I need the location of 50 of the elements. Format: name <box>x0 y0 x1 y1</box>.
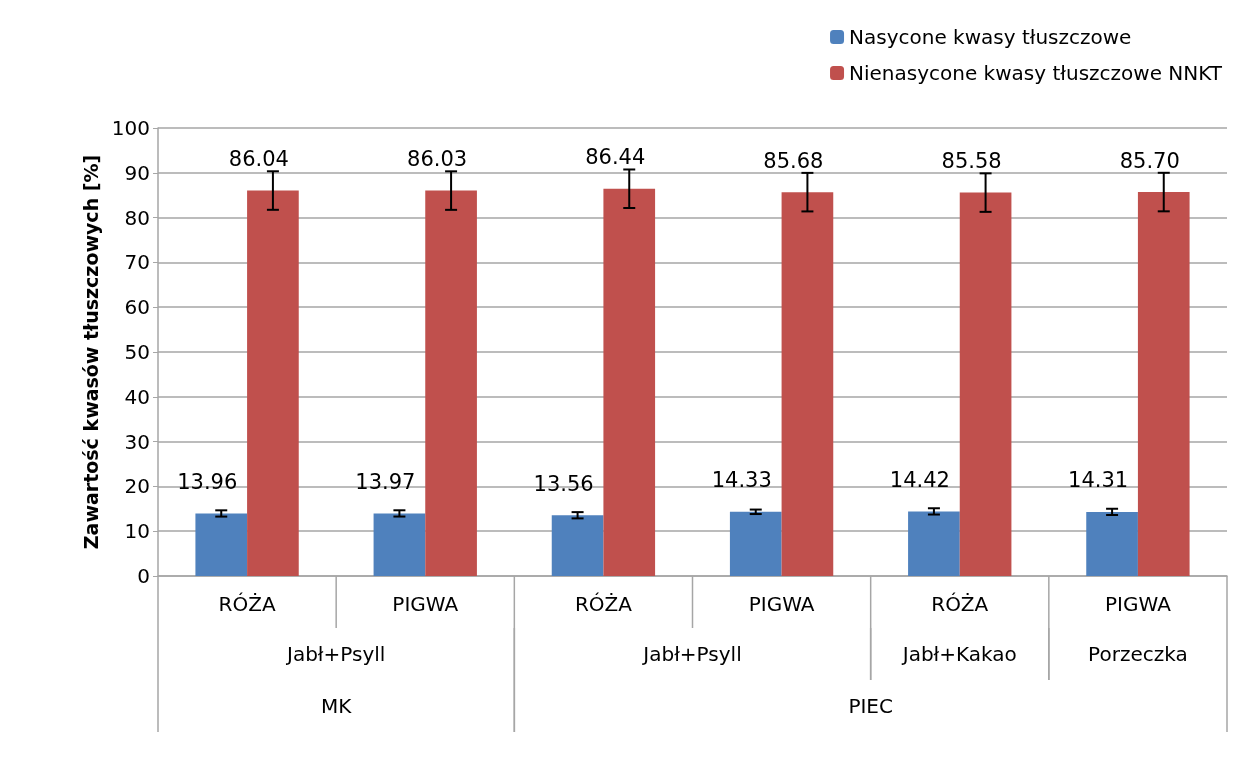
y-axis-title: Zawartość kwasów tłuszczowych [%] <box>79 154 102 550</box>
x-tick-label: PIGWA <box>1105 592 1172 616</box>
bar <box>247 190 299 576</box>
data-label: 86.44 <box>585 145 646 170</box>
bar <box>373 513 426 576</box>
y-tick-label: 40 <box>124 384 150 409</box>
legend-label: Nasycone kwasy tłuszczowe <box>849 25 1132 49</box>
data-label: 14.33 <box>711 468 772 493</box>
y-tick-label: 100 <box>111 116 150 140</box>
bar <box>603 188 656 576</box>
y-tick-label: 0 <box>137 564 150 588</box>
text: Jabł+Kakao <box>900 642 1017 666</box>
y-tick-label: 20 <box>124 474 150 499</box>
data-label: 86.03 <box>407 147 468 172</box>
data-label: 14.31 <box>1068 468 1129 493</box>
data-label: 13.97 <box>355 469 416 494</box>
y-tick-label: 60 <box>124 295 150 320</box>
y-tick-label: 80 <box>124 205 150 230</box>
bar <box>781 192 834 576</box>
y-tick-label: 90 <box>124 160 150 185</box>
legend-label: Nienasycone kwasy tłuszczowe NNKT <box>849 61 1223 85</box>
data-label: 85.70 <box>1119 148 1180 173</box>
bar <box>959 192 1012 576</box>
data-label: 86.04 <box>228 147 289 172</box>
text: MK <box>320 694 353 718</box>
bar <box>1086 511 1138 576</box>
bar <box>729 511 782 576</box>
bar <box>908 511 960 576</box>
y-tick-label: 50 <box>124 340 150 364</box>
data-label: 13.56 <box>533 471 594 496</box>
bar <box>1137 192 1190 576</box>
x-tick-label: RÓŻA <box>218 592 276 616</box>
x-tick-label: RÓŻA <box>931 592 989 616</box>
data-label: 13.96 <box>177 469 238 494</box>
text: Jabł+Psyll <box>284 642 386 666</box>
text: Jabł+Psyll <box>641 642 742 666</box>
text: PIEC <box>848 694 893 718</box>
y-tick-label: 10 <box>124 519 150 544</box>
bar <box>551 515 604 576</box>
x-tick-label: PIGWA <box>748 592 815 616</box>
x-tick-label: RÓŻA <box>574 592 633 616</box>
data-label: 14.42 <box>889 467 950 492</box>
y-tick-label: 30 <box>124 429 150 454</box>
data-label: 85.68 <box>763 148 824 173</box>
bar <box>425 190 477 576</box>
bar <box>195 513 248 576</box>
x-tick-label: PIGWA <box>392 592 459 616</box>
data-label: 85.58 <box>941 149 1002 174</box>
text: Porzeczka <box>1088 642 1188 666</box>
y-tick-label: 70 <box>124 250 150 275</box>
